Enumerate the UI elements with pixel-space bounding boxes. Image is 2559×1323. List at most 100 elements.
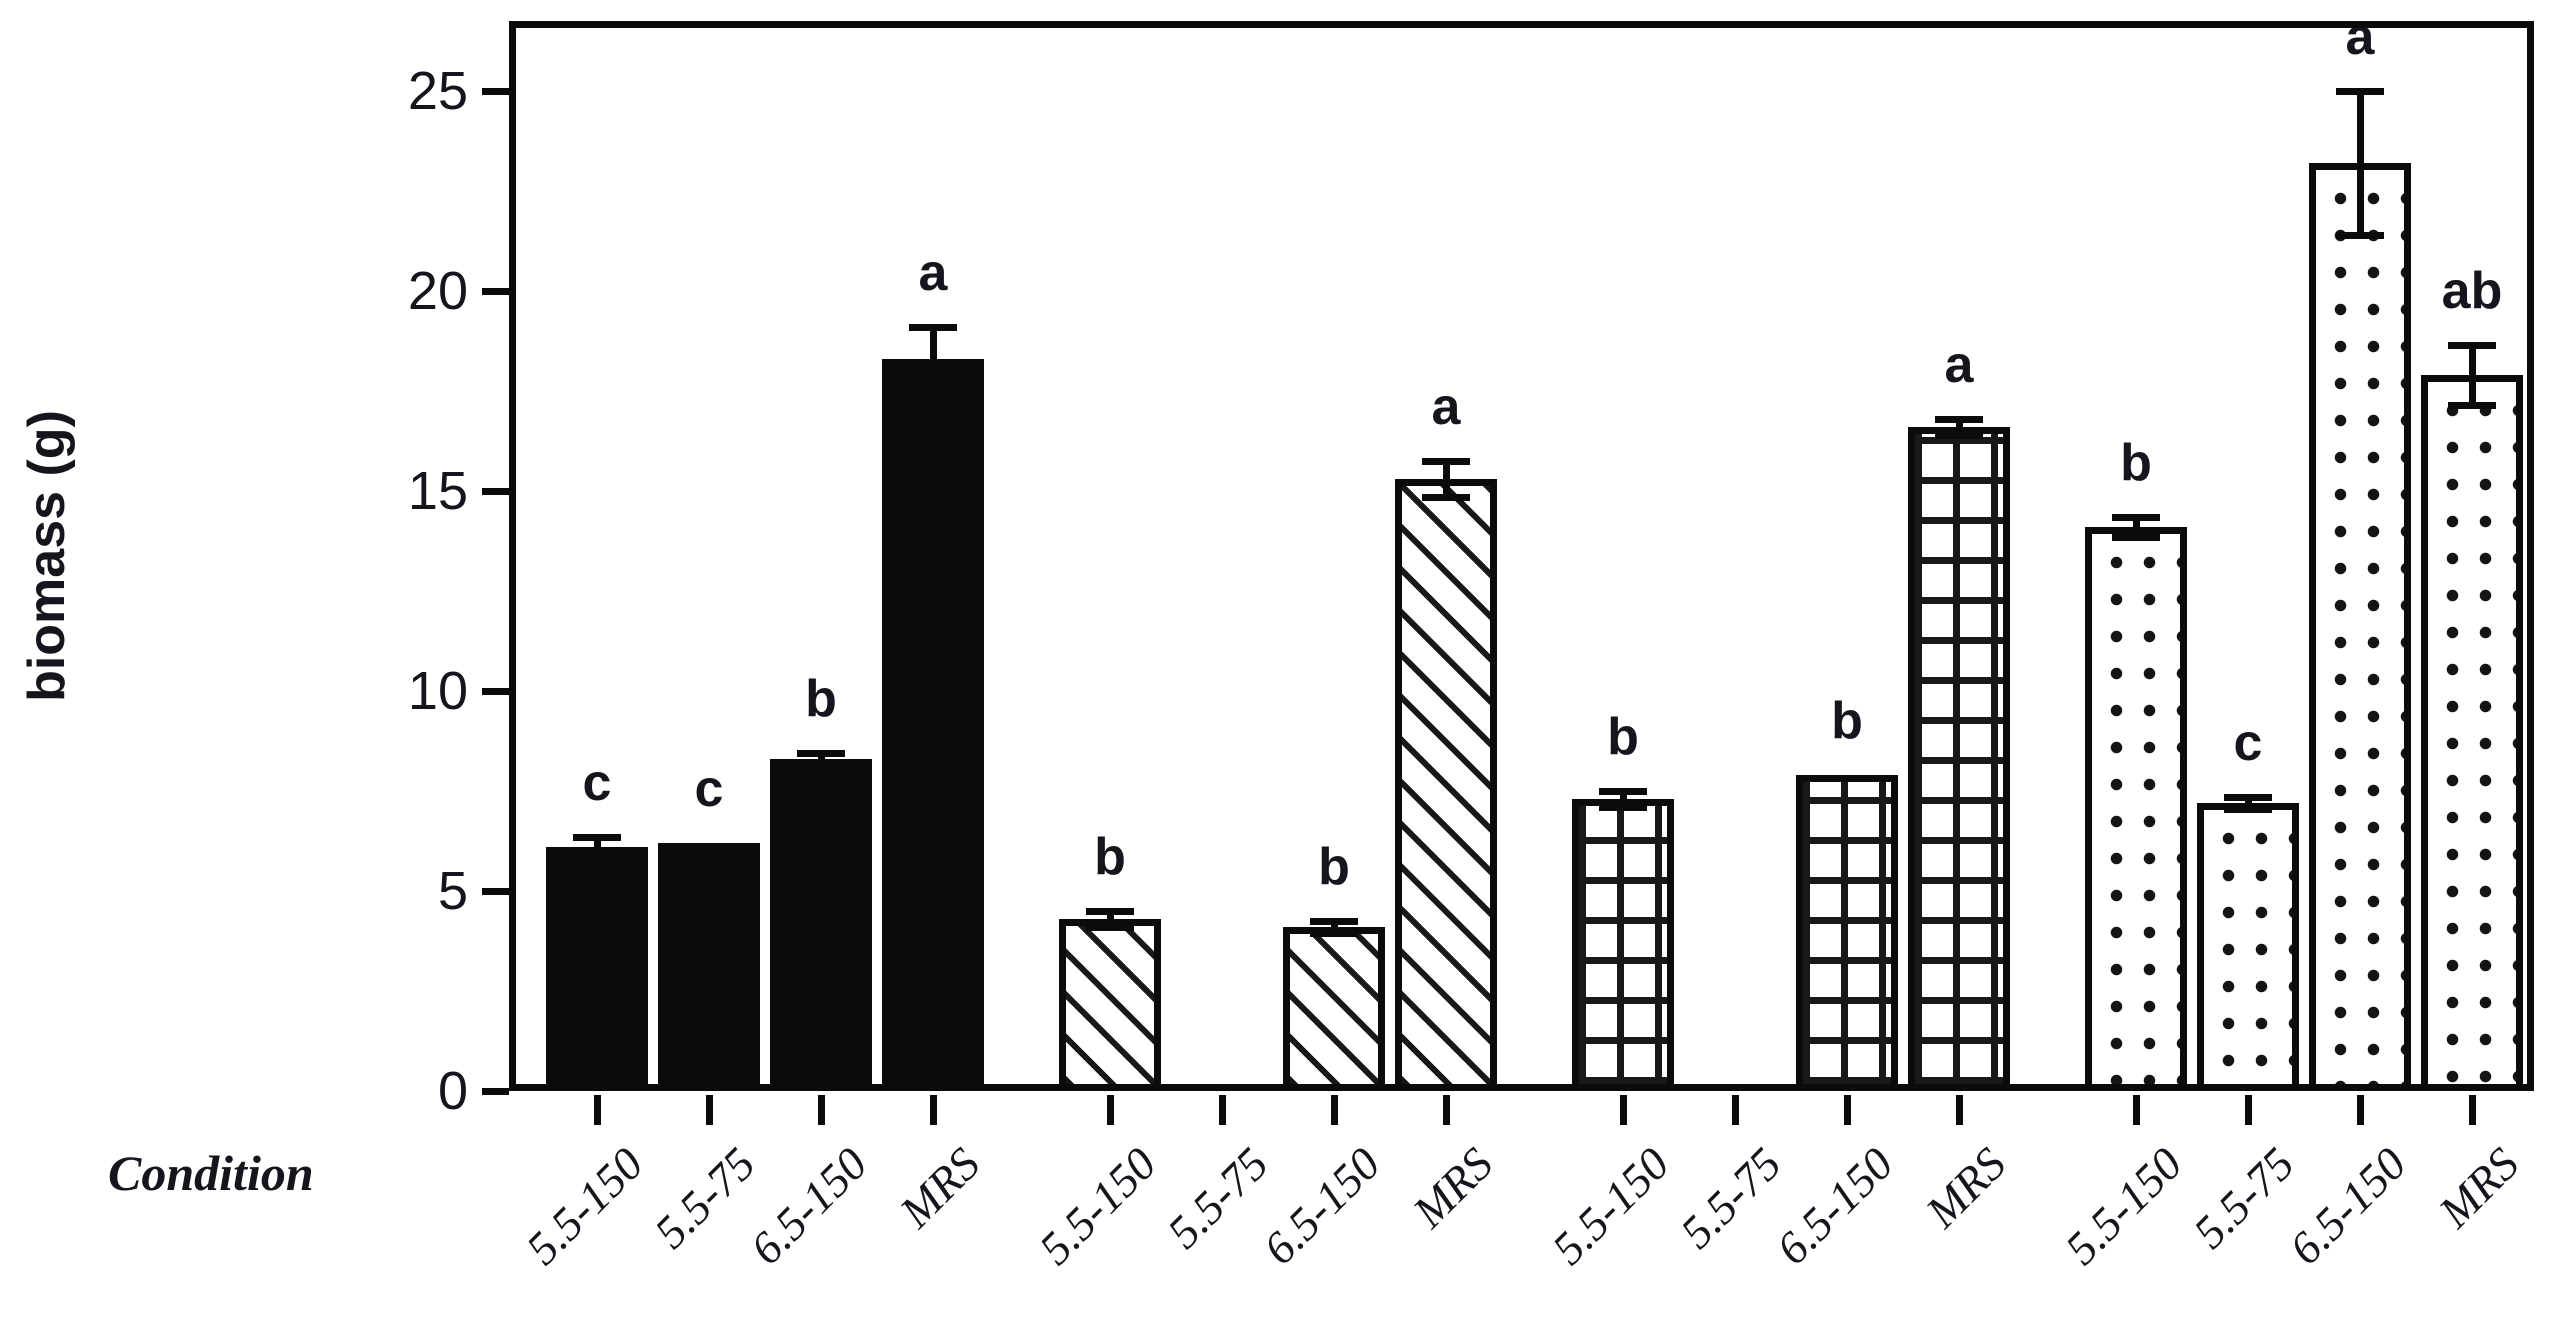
x-axis-tick [930, 1095, 937, 1125]
x-axis-tick-label: 6.5-150 [1766, 1137, 1903, 1275]
error-bar-cap-top [1935, 416, 1983, 423]
error-bar-cap-bottom [2112, 534, 2160, 541]
significance-letter: a [1944, 336, 1974, 394]
x-axis-tick [2133, 1095, 2140, 1125]
error-bar-whisker [1331, 921, 1338, 933]
y-axis-tick-label: 0 [437, 1061, 468, 1121]
x-axis-tick [1107, 1095, 1114, 1125]
significance-letter: a [918, 244, 948, 302]
error-bar-whisker [1956, 419, 1963, 435]
x-axis-tick-label: MRS [1915, 1137, 2015, 1238]
error-bar-whisker [2357, 91, 2364, 235]
y-axis-tick-label: 15 [407, 461, 468, 521]
bar [770, 759, 872, 1091]
bar [658, 843, 760, 1091]
x-axis-tick-label: MRS [2428, 1137, 2528, 1238]
bar [2309, 163, 2411, 1091]
y-axis-tick-label: 20 [407, 261, 468, 321]
x-axis-tick-label: 6.5-150 [740, 1137, 877, 1275]
error-bar-whisker [818, 753, 825, 765]
error-bar-cap-bottom [1599, 804, 1647, 811]
error-bar-cap-bottom [797, 762, 845, 769]
y-axis-tick-label: 5 [437, 861, 468, 921]
error-bar-cap-bottom [1310, 930, 1358, 937]
error-bar-whisker [2245, 797, 2252, 809]
x-axis-tick-label: MRS [1402, 1137, 1502, 1238]
y-axis-title: biomass (g) [18, 410, 76, 702]
significance-letter: b [2120, 434, 2152, 492]
significance-letter: c [582, 754, 612, 812]
significance-letter: b [805, 670, 837, 728]
x-axis-tick [1956, 1095, 1963, 1125]
x-axis-title: Condition [108, 1145, 314, 1201]
x-axis-tick-label: 5.5-150 [1029, 1137, 1166, 1275]
bar [1059, 919, 1161, 1091]
significance-letter: b [1607, 708, 1639, 766]
error-bar-cap-bottom [1086, 924, 1134, 931]
error-bar-cap-bottom [2336, 232, 2384, 239]
x-axis-tick [1844, 1095, 1851, 1125]
x-axis-tick-label: 5.5-150 [1542, 1137, 1679, 1275]
bar [2197, 803, 2299, 1091]
error-bar-cap-bottom [2448, 402, 2496, 409]
significance-letter: a [1431, 378, 1461, 436]
error-bar-whisker [594, 837, 601, 857]
error-bar-cap-top [1310, 918, 1358, 925]
x-axis-tick-label: 5.5-150 [516, 1137, 653, 1275]
error-bar-whisker [2469, 345, 2476, 405]
significance-letter: a [2345, 8, 2375, 66]
bar [882, 359, 984, 1091]
y-axis-tick [482, 1088, 509, 1095]
error-bar-whisker [1443, 461, 1450, 497]
error-bar-cap-bottom [909, 388, 957, 395]
x-axis-tick [1620, 1095, 1627, 1125]
x-axis-tick-label: MRS [889, 1137, 989, 1238]
bar [2421, 375, 2523, 1091]
error-bar-cap-top [1599, 788, 1647, 795]
plot-area-frame [509, 21, 2534, 1091]
x-axis-tick [1443, 1095, 1450, 1125]
x-axis-tick [2245, 1095, 2252, 1125]
x-axis-tick-label: 6.5-150 [2279, 1137, 2416, 1275]
x-axis-tick [2469, 1095, 2476, 1125]
x-axis-tick [1732, 1095, 1739, 1125]
x-axis-tick [818, 1095, 825, 1125]
y-axis-tick-label: 10 [407, 661, 468, 721]
error-bar-cap-bottom [1422, 494, 1470, 501]
error-bar-cap-top [909, 324, 957, 331]
bar [1796, 775, 1898, 1091]
error-bar-whisker [1620, 791, 1627, 807]
error-bar-whisker [1107, 911, 1114, 927]
y-axis-tick [482, 688, 509, 695]
y-axis-tick-label: 25 [407, 61, 468, 121]
x-axis-tick [2357, 1095, 2364, 1125]
y-axis-tick [482, 888, 509, 895]
error-bar-cap-top [2448, 342, 2496, 349]
x-axis-tick [1219, 1095, 1226, 1125]
error-bar-cap-top [1422, 458, 1470, 465]
error-bar-cap-top [2336, 88, 2384, 95]
error-bar-cap-top [573, 834, 621, 841]
significance-letter: b [1318, 838, 1350, 896]
significance-letter: b [1094, 828, 1126, 886]
error-bar-whisker [2133, 517, 2140, 537]
error-bar-cap-top [2112, 514, 2160, 521]
y-axis-tick [482, 88, 509, 95]
error-bar-cap-bottom [573, 854, 621, 861]
x-axis-tick [594, 1095, 601, 1125]
error-bar-cap-bottom [2224, 806, 2272, 813]
significance-letter: c [2233, 714, 2263, 772]
x-axis-tick [706, 1095, 713, 1125]
x-axis-tick-label: 6.5-150 [1253, 1137, 1390, 1275]
x-axis-tick [1331, 1095, 1338, 1125]
error-bar-cap-top [1086, 908, 1134, 915]
bar [1395, 479, 1497, 1091]
error-bar-cap-bottom [1935, 432, 1983, 439]
error-bar-whisker [930, 327, 937, 391]
y-axis-tick [482, 288, 509, 295]
significance-letter: c [694, 760, 724, 818]
x-axis-tick-label: 5.5-150 [2055, 1137, 2192, 1275]
significance-letter: b [1831, 692, 1863, 750]
error-bar-cap-top [2224, 794, 2272, 801]
